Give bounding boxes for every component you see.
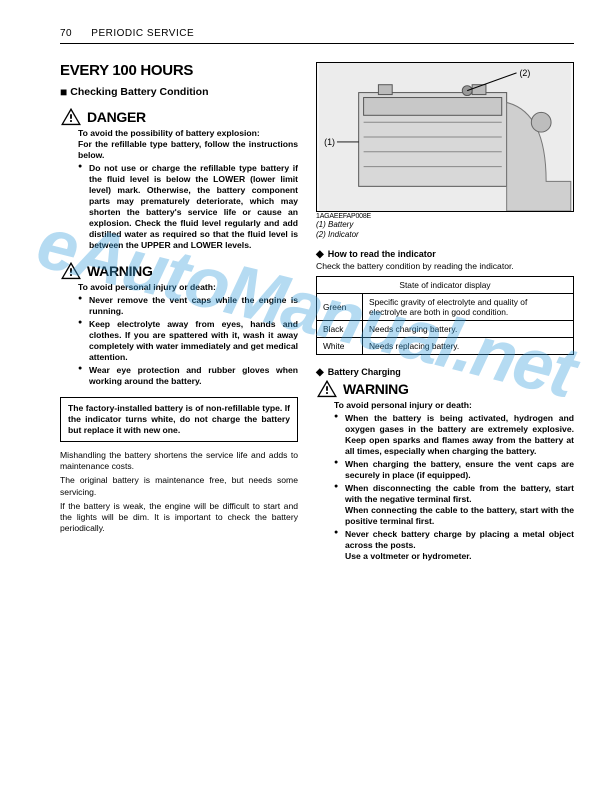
danger-block: DANGER To avoid the possibility of batte…	[60, 107, 298, 251]
table-row: White Needs replacing battery.	[317, 338, 574, 355]
warning1-body: To avoid personal injury or death: Never…	[60, 282, 298, 387]
header-section: PERIODIC SERVICE	[91, 28, 194, 39]
section-title: EVERY 100 HOURS	[60, 62, 298, 79]
warning1-bullets: Never remove the vent caps while the eng…	[78, 295, 298, 387]
indicator-table-head: State of indicator display	[317, 277, 574, 294]
warning1-bullet: Keep electrolyte away from eyes, hands a…	[78, 319, 298, 363]
paragraph: If the battery is weak, the engine will …	[60, 501, 298, 535]
battery-figure: (2) (1)	[316, 62, 574, 212]
paragraph: The original battery is maintenance free…	[60, 475, 298, 497]
indicator-head: ◆How to read the indicator	[316, 249, 574, 260]
warning2-bullet: When disconnecting the cable from the ba…	[334, 483, 574, 527]
square-bullet-icon: ■	[60, 85, 67, 99]
danger-intro: To avoid the possibility of battery expl…	[78, 128, 298, 161]
left-column: EVERY 100 HOURS ■Checking Battery Condit…	[60, 62, 298, 572]
header-rule	[60, 43, 574, 44]
warning2-bullet: When charging the battery, ensure the ve…	[334, 459, 574, 481]
danger-triangle-icon	[60, 107, 82, 126]
figure-code: 1AGAEEFAP008E	[316, 213, 574, 220]
warning-triangle-icon	[60, 261, 82, 280]
warning1-bullet: Wear eye protection and rubber gloves wh…	[78, 365, 298, 387]
charging-head: ◆Battery Charging	[316, 367, 574, 378]
page-number: 70	[60, 28, 88, 39]
indicator-table: State of indicator display Green Specifi…	[316, 276, 574, 355]
danger-bullets: Do not use or charge the refillable type…	[78, 163, 298, 251]
diamond-bullet-icon: ◆	[316, 249, 324, 260]
figure-caption: (1) Battery (2) Indicator	[316, 220, 574, 239]
warning2-block: WARNING To avoid personal injury or deat…	[316, 379, 574, 562]
page-header: 70 PERIODIC SERVICE	[60, 28, 574, 39]
table-row: Black Needs charging battery.	[317, 321, 574, 338]
danger-bullet: Do not use or charge the refillable type…	[78, 163, 298, 251]
warning1-bullet: Never remove the vent caps while the eng…	[78, 295, 298, 317]
warning1-label: WARNING	[87, 263, 153, 279]
svg-text:(1): (1)	[324, 137, 335, 147]
warning2-bullet: When the battery is being activated, hyd…	[334, 413, 574, 457]
paragraph: Mishandling the battery shortens the ser…	[60, 450, 298, 472]
danger-label: DANGER	[87, 109, 146, 125]
warning1-intro: To avoid personal injury or death:	[78, 282, 298, 293]
table-row: Green Specific gravity of electrolyte an…	[317, 294, 574, 321]
warning2-body: To avoid personal injury or death: When …	[316, 400, 574, 562]
warning-triangle-icon	[316, 379, 338, 398]
indicator-desc: Check the battery condition by reading t…	[316, 261, 574, 271]
right-column: (2) (1) 1AGAEEFAP008E (1) Battery (2) In…	[316, 62, 574, 572]
svg-text:(2): (2)	[519, 68, 530, 78]
warning2-bullet: Never check battery charge by placing a …	[334, 529, 574, 562]
warning1-block: WARNING To avoid personal injury or deat…	[60, 261, 298, 387]
note-box: The factory-installed battery is of non-…	[60, 397, 298, 442]
danger-body: To avoid the possibility of battery expl…	[60, 128, 298, 251]
warning2-bullets: When the battery is being activated, hyd…	[334, 413, 574, 562]
warning2-label: WARNING	[343, 381, 409, 397]
subsection-title: ■Checking Battery Condition	[60, 85, 298, 99]
diamond-bullet-icon: ◆	[316, 367, 324, 378]
battery-illustration-icon: (2) (1)	[317, 63, 573, 211]
warning2-intro: To avoid personal injury or death:	[334, 400, 574, 411]
